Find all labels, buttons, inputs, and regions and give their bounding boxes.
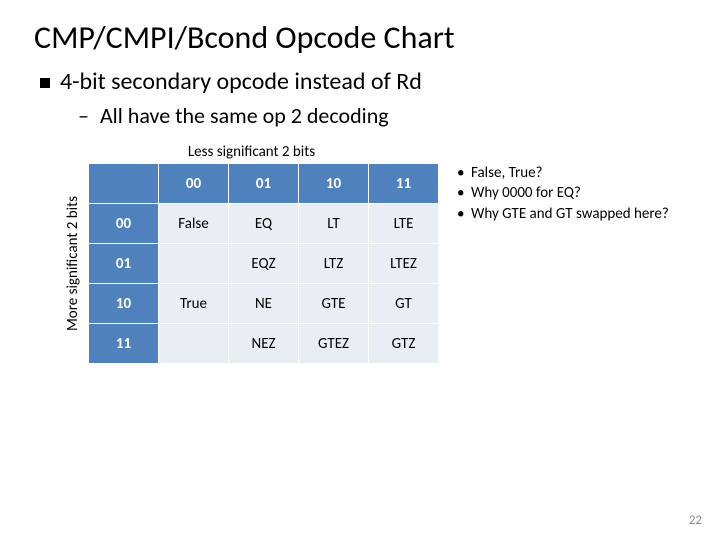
bullet-dot-icon: • — [457, 204, 471, 224]
square-bullet-icon — [40, 78, 50, 88]
bullet-dot-icon: • — [457, 163, 471, 183]
bullet-dot-icon: • — [457, 183, 471, 203]
row-header: 10 — [89, 284, 159, 324]
col-header: 11 — [369, 164, 439, 204]
table-header-row: 00 01 10 11 — [89, 164, 439, 204]
slide-title: CMP/CMPI/Bcond Opcode Chart — [34, 18, 686, 57]
table-cell — [159, 244, 229, 284]
table-row: 01 EQZ LTZ LTEZ — [89, 244, 439, 284]
opcode-table: 00 01 10 11 00 False EQ LT LTE 01 EQZ LT… — [88, 163, 439, 364]
note-item: • Why 0000 for EQ? — [457, 183, 669, 203]
table-cell: GTEZ — [299, 324, 369, 364]
note-text: Why 0000 for EQ? — [471, 183, 581, 203]
table-cell: GTE — [299, 284, 369, 324]
table-cell: NE — [229, 284, 299, 324]
bullet-2-text: All have the same op 2 decoding — [100, 102, 389, 129]
note-item: • False, True? — [457, 163, 669, 183]
note-text: False, True? — [471, 163, 542, 183]
row-header: 00 — [89, 204, 159, 244]
col-header: 00 — [159, 164, 229, 204]
table-cell: LTZ — [299, 244, 369, 284]
notes-list: • False, True? • Why 0000 for EQ? • Why … — [457, 163, 669, 224]
row-axis-caption: More significant 2 bits — [64, 192, 82, 335]
col-header: 10 — [299, 164, 369, 204]
page-number: 22 — [689, 513, 702, 528]
row-header: 11 — [89, 324, 159, 364]
table-corner-cell — [89, 164, 159, 204]
table-row: 00 False EQ LT LTE — [89, 204, 439, 244]
table-cell: True — [159, 284, 229, 324]
table-cell: NEZ — [229, 324, 299, 364]
col-header: 01 — [229, 164, 299, 204]
opcode-table-wrap: Less significant 2 bits More significant… — [64, 143, 439, 364]
table-cell — [159, 324, 229, 364]
bullet-level-1: 4-bit secondary opcode instead of Rd — [40, 67, 686, 96]
table-cell: LT — [299, 204, 369, 244]
table-cell: False — [159, 204, 229, 244]
table-row: 10 True NE GTE GT — [89, 284, 439, 324]
table-cell: LTEZ — [369, 244, 439, 284]
table-cell: LTE — [369, 204, 439, 244]
dash-bullet-icon: – — [78, 102, 89, 129]
column-axis-caption: Less significant 2 bits — [188, 143, 315, 161]
chart-area: Less significant 2 bits More significant… — [64, 143, 686, 364]
note-text: Why GTE and GT swapped here? — [471, 204, 669, 224]
note-item: • Why GTE and GT swapped here? — [457, 204, 669, 224]
bullet-level-2: – All have the same op 2 decoding — [78, 102, 686, 129]
row-header: 01 — [89, 244, 159, 284]
table-cell: EQ — [229, 204, 299, 244]
table-cell: EQZ — [229, 244, 299, 284]
bullet-1-text: 4-bit secondary opcode instead of Rd — [60, 67, 422, 96]
table-cell: GTZ — [369, 324, 439, 364]
table-cell: GT — [369, 284, 439, 324]
table-row: 11 NEZ GTEZ GTZ — [89, 324, 439, 364]
